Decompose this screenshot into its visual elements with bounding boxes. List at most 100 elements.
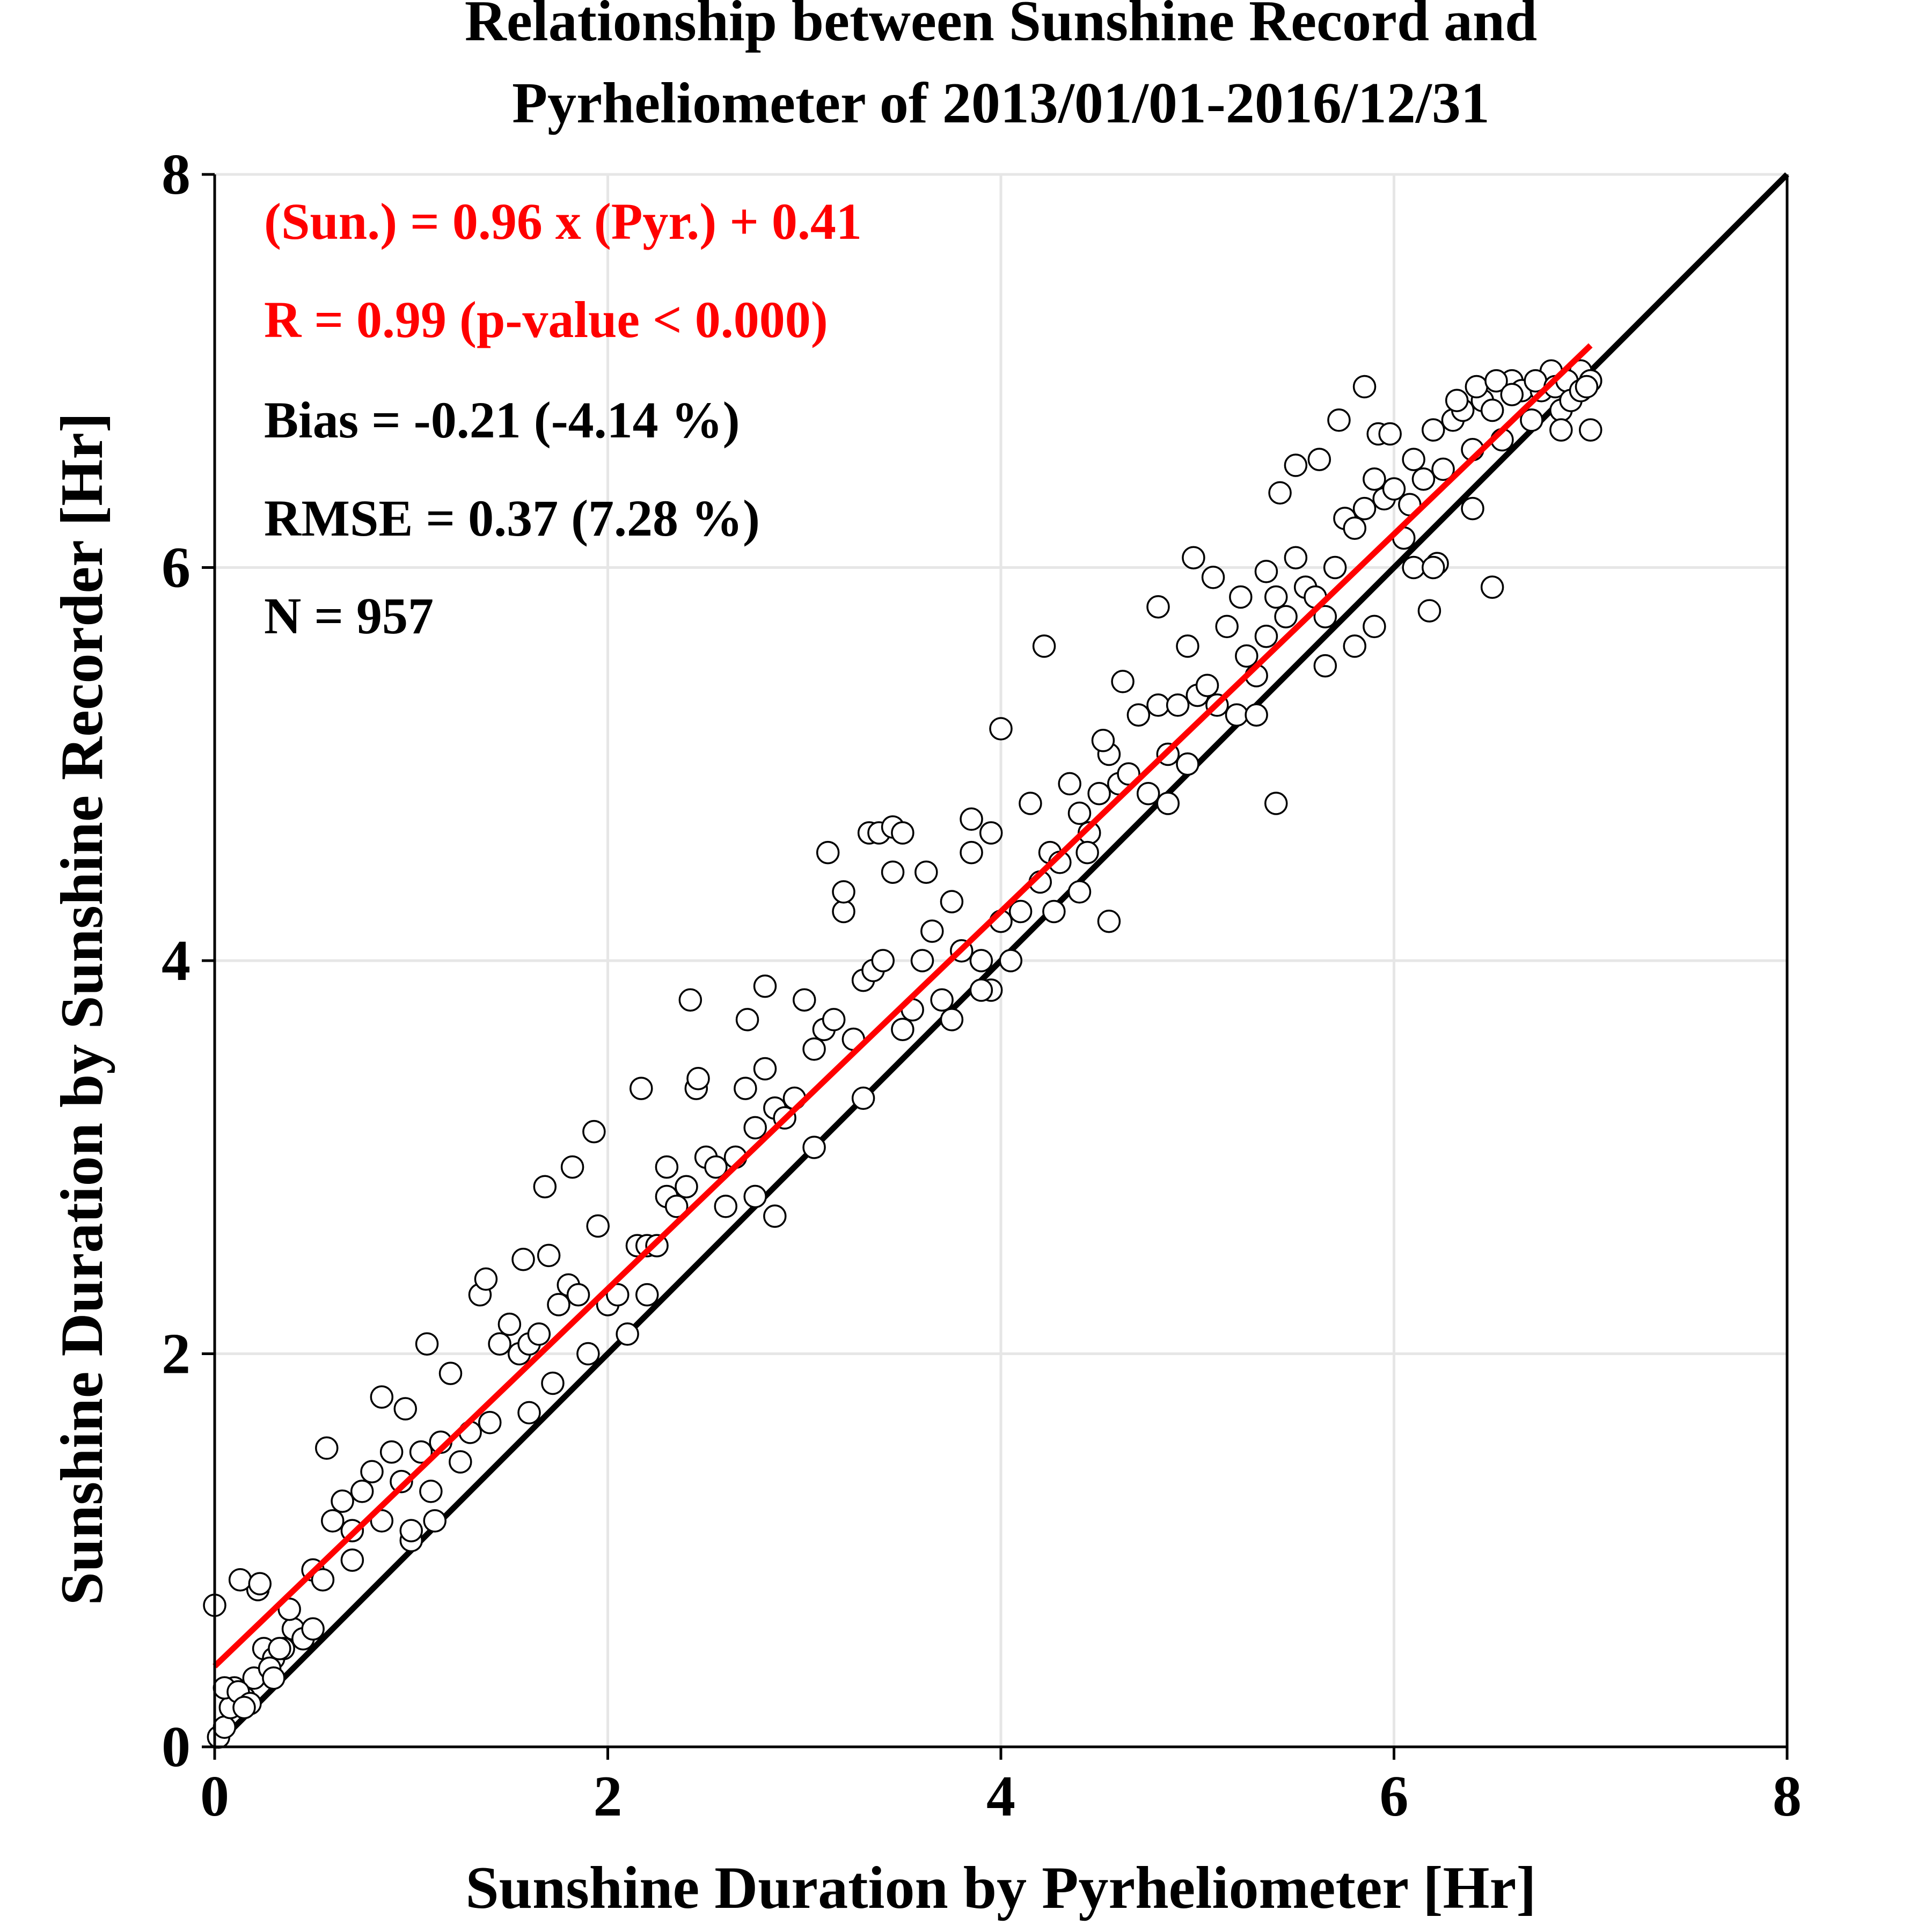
data-point — [1264, 792, 1288, 815]
data-point — [1431, 457, 1455, 481]
data-point — [1201, 566, 1225, 589]
data-point — [311, 1568, 335, 1592]
data-point — [419, 1480, 443, 1503]
data-point — [1225, 703, 1249, 727]
data-point — [914, 860, 938, 884]
data-point — [537, 1243, 561, 1268]
data-point — [409, 1440, 433, 1464]
data-point — [1245, 703, 1268, 727]
data-point — [340, 1548, 364, 1572]
data-point — [753, 1057, 777, 1081]
data-point — [1579, 418, 1602, 442]
data-point — [393, 1397, 418, 1421]
data-point — [1461, 496, 1484, 521]
data-point — [315, 1436, 339, 1460]
data-point — [1313, 605, 1337, 628]
axes — [202, 173, 1789, 1760]
data-point — [891, 1018, 914, 1041]
data-point — [1176, 634, 1199, 658]
regression-line-layer — [213, 343, 1593, 1668]
x-tick-label-0: 0 — [200, 1765, 229, 1828]
data-point — [1111, 670, 1135, 693]
data-point — [248, 1572, 272, 1596]
data-point — [940, 1008, 964, 1031]
data-point — [370, 1385, 394, 1409]
data-point — [511, 1247, 535, 1271]
data-point — [940, 890, 964, 913]
data-point — [930, 988, 954, 1012]
annotations: (Sun.) = 0.96 x (Pyr.) + 0.41 R = 0.99 (p… — [264, 193, 862, 645]
data-point — [989, 717, 1013, 741]
data-point — [1254, 560, 1278, 583]
data-point — [1402, 555, 1425, 580]
data-point — [969, 978, 993, 1002]
data-point — [1166, 693, 1190, 717]
data-point — [1411, 467, 1436, 491]
data-point — [1067, 801, 1092, 825]
data-point — [262, 1666, 286, 1690]
data-points — [203, 359, 1602, 1749]
data-point — [1480, 398, 1504, 422]
data-point — [586, 1214, 610, 1238]
data-point — [664, 1195, 689, 1218]
data-point — [1019, 792, 1042, 815]
data-point — [655, 1155, 679, 1179]
x-tick-label-3: 6 — [1380, 1765, 1409, 1828]
data-point — [763, 1204, 787, 1228]
data-point — [1343, 634, 1366, 658]
x-axis-label: Sunshine Duration by Pyrheliometer [Hr] — [465, 1855, 1536, 1921]
data-point — [1323, 555, 1347, 580]
data-point — [871, 949, 895, 972]
data-point — [969, 949, 993, 972]
data-point — [474, 1267, 498, 1291]
data-point — [517, 1401, 541, 1425]
data-point — [1146, 693, 1170, 717]
data-point — [1284, 546, 1308, 569]
data-point — [1352, 375, 1377, 399]
data-point — [678, 988, 702, 1012]
data-point — [1422, 418, 1445, 442]
data-point — [635, 1283, 659, 1307]
data-point — [213, 1715, 237, 1739]
annotation-4: N = 957 — [264, 587, 434, 645]
data-point — [1402, 448, 1425, 471]
data-point — [1307, 448, 1331, 471]
data-point — [576, 1342, 600, 1366]
data-point — [1445, 389, 1469, 412]
data-point — [1008, 899, 1033, 924]
data-point — [1087, 781, 1111, 806]
data-point — [802, 1136, 826, 1159]
annotation-0: (Sun.) = 0.96 x (Pyr.) + 0.41 — [264, 193, 862, 250]
data-point — [1352, 496, 1377, 521]
y-tick-label-3: 6 — [162, 536, 191, 600]
data-point — [1378, 422, 1402, 446]
data-point — [979, 821, 1003, 845]
data-point — [1136, 781, 1160, 806]
data-point — [1417, 599, 1441, 623]
data-point — [675, 1175, 698, 1198]
y-axis-label: Sunshine Duration by Sunshine Recorder [… — [49, 413, 115, 1606]
data-point — [630, 1077, 653, 1100]
annotation-3: RMSE = 0.37 (7.28 %) — [264, 489, 760, 547]
y-tick-label-0: 0 — [162, 1715, 191, 1779]
data-point — [478, 1410, 502, 1435]
data-point — [1042, 899, 1066, 924]
data-point — [1465, 375, 1489, 399]
data-point — [743, 1184, 767, 1209]
data-point — [735, 1008, 759, 1031]
data-point — [360, 1460, 384, 1483]
data-point — [1363, 467, 1386, 491]
data-point — [753, 974, 777, 998]
chart-title-line-2: Pyrheliometer of 2013/01/01-2016/12/31 — [512, 71, 1490, 135]
y-tick-label-2: 4 — [162, 929, 191, 993]
data-point — [497, 1312, 522, 1336]
data-point — [1327, 408, 1351, 432]
data-point — [1117, 762, 1140, 786]
data-point — [1091, 729, 1115, 752]
data-point — [1575, 375, 1599, 399]
data-point — [960, 840, 983, 865]
y-tick-label-1: 2 — [162, 1322, 191, 1386]
data-point — [1549, 418, 1573, 442]
data-point — [802, 1037, 826, 1061]
data-point — [891, 821, 914, 845]
